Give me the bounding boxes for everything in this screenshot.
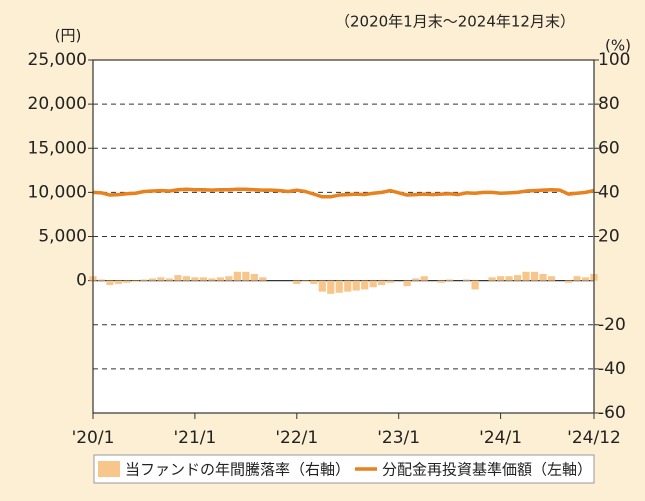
x-tick-label: '21/1 bbox=[173, 428, 216, 448]
bar bbox=[157, 277, 165, 281]
bar bbox=[318, 280, 326, 292]
x-tick-label: '22/1 bbox=[275, 428, 318, 448]
y2-tick-label: -20 bbox=[598, 315, 626, 335]
bar bbox=[174, 275, 182, 281]
y2-unit: (%) bbox=[605, 37, 631, 55]
bar bbox=[97, 279, 106, 281]
y-tick-label: 5,000 bbox=[38, 227, 87, 247]
bar bbox=[242, 271, 250, 281]
bar bbox=[446, 279, 454, 281]
bar bbox=[131, 280, 140, 282]
bar bbox=[344, 280, 352, 292]
bar bbox=[539, 274, 547, 281]
bar bbox=[463, 279, 471, 281]
bar bbox=[530, 271, 539, 281]
bar bbox=[488, 277, 496, 281]
bar bbox=[106, 280, 114, 286]
y2-tick-label: 100 bbox=[598, 50, 630, 70]
legend-label: 当ファンドの年間騰落率（右軸） bbox=[125, 461, 350, 479]
x-tick-label: '24/12 bbox=[567, 428, 621, 448]
y-tick-label: 25,000 bbox=[28, 50, 87, 70]
legend-label: 分配金再投資基準価額（左軸） bbox=[382, 461, 592, 479]
x-tick-label: '24/1 bbox=[479, 428, 522, 448]
bar bbox=[165, 278, 174, 281]
plot-frame bbox=[92, 59, 595, 414]
x-tick-label: '23/1 bbox=[377, 428, 420, 448]
x-tick-label: '20/1 bbox=[72, 428, 115, 448]
bar bbox=[293, 280, 301, 284]
bar bbox=[412, 278, 420, 281]
bar bbox=[420, 276, 428, 281]
y2-tick-label: -40 bbox=[598, 359, 626, 379]
bar bbox=[301, 280, 309, 282]
legend-swatch bbox=[98, 461, 120, 477]
y2-tick-label: 60 bbox=[598, 138, 620, 158]
bar bbox=[123, 280, 131, 283]
y-tick-label: 15,000 bbox=[28, 138, 87, 158]
bar bbox=[573, 276, 581, 281]
bar bbox=[233, 271, 241, 281]
bar bbox=[225, 276, 233, 281]
line bbox=[92, 187, 595, 199]
bar bbox=[522, 271, 530, 281]
bar bbox=[361, 280, 369, 290]
bar bbox=[250, 274, 258, 281]
y-tick-label: 10,000 bbox=[28, 182, 87, 202]
bar bbox=[335, 280, 343, 293]
bar bbox=[547, 276, 556, 281]
y-tick-label: 0 bbox=[76, 271, 87, 291]
chart-subtitle: （2020年1月末～2024年12月末） bbox=[335, 13, 575, 31]
bar bbox=[182, 276, 191, 281]
bar bbox=[216, 277, 224, 281]
bar bbox=[114, 280, 123, 284]
bar bbox=[140, 279, 148, 281]
bar bbox=[403, 280, 411, 287]
bar bbox=[505, 276, 513, 281]
y2-tick-label: 80 bbox=[598, 94, 620, 114]
bar bbox=[437, 280, 445, 283]
legend bbox=[93, 454, 595, 484]
bar bbox=[352, 280, 360, 291]
bar bbox=[581, 277, 590, 281]
bar bbox=[148, 278, 157, 281]
bar bbox=[327, 280, 335, 294]
bar bbox=[378, 280, 386, 286]
bar bbox=[369, 280, 377, 288]
bar bbox=[513, 275, 522, 281]
y2-tick-label: 40 bbox=[598, 182, 620, 202]
bar bbox=[386, 280, 394, 283]
bar bbox=[471, 280, 479, 290]
y-tick-label: 20,000 bbox=[28, 94, 87, 114]
bar bbox=[259, 277, 267, 281]
bar bbox=[496, 276, 505, 281]
y2-tick-label: 20 bbox=[598, 227, 620, 247]
y2-tick-label: -60 bbox=[598, 403, 626, 423]
bar bbox=[191, 277, 199, 281]
y-unit: (円) bbox=[55, 27, 82, 45]
bar bbox=[310, 280, 318, 284]
bar bbox=[564, 280, 573, 283]
bar bbox=[199, 277, 207, 281]
bar bbox=[208, 278, 216, 281]
